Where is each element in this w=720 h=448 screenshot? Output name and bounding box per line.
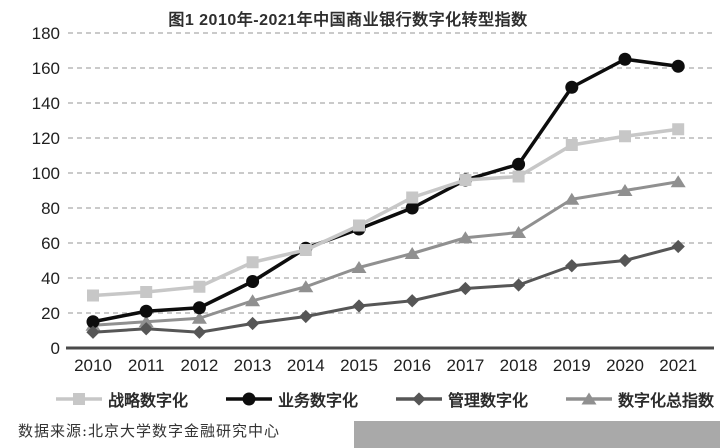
svg-text:2011: 2011 <box>128 356 165 375</box>
svg-text:60: 60 <box>41 234 60 253</box>
diamond-marker-icon <box>396 392 443 406</box>
svg-text:0: 0 <box>51 339 60 358</box>
source-caption: 数据来源:北京大学数字金融研究中心 <box>18 422 281 440</box>
svg-text:2012: 2012 <box>180 356 218 375</box>
svg-text:140: 140 <box>32 94 60 113</box>
svg-text:2017: 2017 <box>446 356 484 375</box>
square-marker-icon <box>56 393 102 405</box>
legend-item-0: 战略数字化 <box>56 387 188 411</box>
legend-label: 战略数字化 <box>108 393 189 410</box>
chart-legend: 战略数字化 业务数字化 管理数字化 数字化总指数 <box>56 387 714 411</box>
svg-text:120: 120 <box>32 129 60 148</box>
svg-text:2021: 2021 <box>659 356 697 375</box>
svg-text:100: 100 <box>32 164 60 183</box>
svg-text:40: 40 <box>41 269 60 288</box>
svg-text:2015: 2015 <box>340 356 378 375</box>
line-chart-canvas: 0 20 40 60 80 100 120 140 160 180 2010 2011 2012 2013… <box>32 24 714 375</box>
legend-label: 管理数字化 <box>448 393 529 410</box>
svg-text:2019: 2019 <box>553 356 591 375</box>
svg-text:80: 80 <box>41 199 60 218</box>
legend-item-1: 业务数字化 <box>226 387 358 411</box>
svg-text:2013: 2013 <box>234 356 272 375</box>
svg-text:2020: 2020 <box>606 356 644 375</box>
svg-text:2018: 2018 <box>500 356 538 375</box>
svg-text:160: 160 <box>32 59 60 78</box>
svg-text:20: 20 <box>41 304 60 323</box>
bottom-gray-bar <box>354 421 720 448</box>
svg-text:180: 180 <box>32 24 60 43</box>
chart-title: 图1 2010年-2021年中国商业银行数字化转型指数 <box>168 12 528 29</box>
svg-text:2016: 2016 <box>393 356 431 375</box>
legend-item-3: 数字化总指数 <box>566 387 714 411</box>
circle-marker-icon <box>226 392 273 406</box>
svg-text:2010: 2010 <box>74 356 112 375</box>
legend-label: 业务数字化 <box>278 393 359 410</box>
triangle-marker-icon <box>566 392 613 405</box>
legend-label: 数字化总指数 <box>618 393 715 410</box>
svg-text:2014: 2014 <box>287 356 325 375</box>
legend-item-2: 管理数字化 <box>396 387 528 411</box>
